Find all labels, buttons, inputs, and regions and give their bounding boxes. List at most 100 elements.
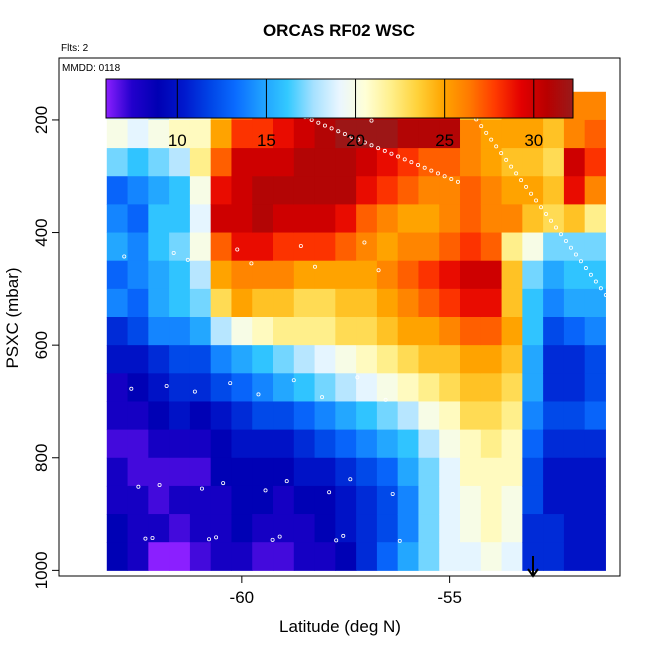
heatmap-cell: [418, 176, 440, 205]
heatmap-cell: [460, 204, 482, 234]
heatmap-cell: [501, 485, 523, 515]
track-point: [362, 240, 367, 245]
track-point: [355, 375, 360, 380]
heatmap-cell: [169, 401, 191, 431]
heatmap-cell: [148, 288, 170, 318]
heatmap-cell: [418, 204, 440, 234]
heatmap-cell: [460, 317, 482, 346]
heatmap-cell: [273, 401, 295, 431]
heatmap-cell: [480, 345, 503, 374]
heatmap-cell: [210, 260, 232, 290]
heatmap-cell: [439, 260, 461, 290]
heatmap-cell: [169, 148, 191, 177]
track-point: [593, 279, 598, 284]
track-point: [603, 293, 608, 298]
heatmap-cell: [563, 119, 586, 149]
heatmap-cell: [273, 457, 295, 487]
heatmap-cell: [148, 485, 170, 515]
heatmap-cell: [480, 119, 503, 149]
track-point: [249, 261, 254, 266]
heatmap-cell: [543, 542, 565, 571]
heatmap-cell: [335, 429, 357, 459]
heatmap-cell: [106, 401, 129, 431]
heatmap-cell: [563, 260, 586, 290]
heatmap-cell: [563, 204, 586, 234]
heatmap-cell: [210, 288, 232, 318]
track-point: [214, 535, 219, 540]
heatmap-cell: [460, 288, 482, 318]
heatmap-cell: [335, 345, 357, 374]
heatmap-cell: [293, 288, 316, 318]
track-point: [397, 538, 402, 543]
heatmap-cell: [584, 317, 606, 346]
heatmap-cell: [231, 457, 253, 487]
heatmap-cell: [189, 514, 212, 543]
heatmap-cell: [169, 260, 191, 290]
heatmap-cell: [169, 317, 191, 346]
heatmap-cell: [356, 119, 378, 149]
heatmap-cell: [252, 288, 274, 318]
track-point: [494, 144, 499, 149]
track-point: [588, 272, 593, 277]
heatmap-cell: [501, 401, 523, 431]
heatmap-cell: [501, 232, 523, 262]
heatmap-cell: [397, 288, 419, 318]
date-note: MMDD: 0118: [62, 63, 121, 74]
heatmap-cell: [314, 345, 336, 374]
heatmap-cell: [460, 429, 482, 459]
heatmap-cell: [460, 232, 482, 262]
heatmap-cell: [273, 485, 295, 515]
heatmap-cell: [418, 148, 440, 177]
heatmap-cell: [418, 288, 440, 318]
heatmap-cell: [543, 119, 565, 149]
heatmap-cell: [169, 345, 191, 374]
heatmap-cell: [169, 119, 191, 149]
track-point: [504, 157, 509, 162]
track-point: [409, 160, 414, 165]
track-point: [539, 205, 544, 210]
heatmap-cell: [584, 119, 606, 149]
heatmap-cell: [480, 457, 503, 487]
heatmap-cell: [397, 260, 419, 290]
track-point: [573, 252, 578, 257]
heatmap-cell: [501, 514, 523, 543]
heatmap-cell: [189, 317, 212, 346]
track-point: [349, 134, 354, 139]
heatmap-cell: [356, 514, 378, 543]
heatmap-cell: [397, 457, 419, 487]
heatmap-cell: [397, 429, 419, 459]
heatmap-cell: [148, 542, 170, 571]
heatmap-cell: [273, 542, 295, 571]
heatmap-cell: [418, 260, 440, 290]
track-point: [558, 232, 563, 237]
heatmap-cell: [252, 148, 274, 177]
arrow-marker: [527, 556, 539, 578]
heatmap-cell: [356, 232, 378, 262]
heatmap-cell: [418, 542, 440, 571]
heatmap-cell: [335, 176, 357, 205]
heatmap-cell: [273, 232, 295, 262]
heatmap-cell: [418, 429, 440, 459]
x-tick-label: -60: [230, 588, 255, 607]
heatmap-cell: [252, 119, 274, 149]
track-point: [608, 299, 613, 304]
heatmap-cell: [460, 176, 482, 205]
track-point: [334, 538, 339, 543]
heatmap-cell: [314, 317, 336, 346]
track-point: [578, 259, 583, 264]
track-point: [509, 164, 514, 169]
track-point: [320, 395, 325, 400]
heatmap-cell: [356, 485, 378, 515]
heatmap-cell: [293, 401, 316, 431]
heatmap-cell: [418, 119, 440, 149]
track-point: [341, 533, 346, 538]
heatmap-cell: [563, 317, 586, 346]
heatmap-cell: [210, 317, 232, 346]
heatmap-cell: [460, 401, 482, 431]
heatmap-cell: [231, 373, 253, 402]
track-point: [228, 381, 233, 386]
heatmap-cell: [376, 260, 399, 290]
heatmap-cell: [106, 317, 129, 346]
heatmap-cell: [501, 317, 523, 346]
heatmap-cell: [501, 345, 523, 374]
